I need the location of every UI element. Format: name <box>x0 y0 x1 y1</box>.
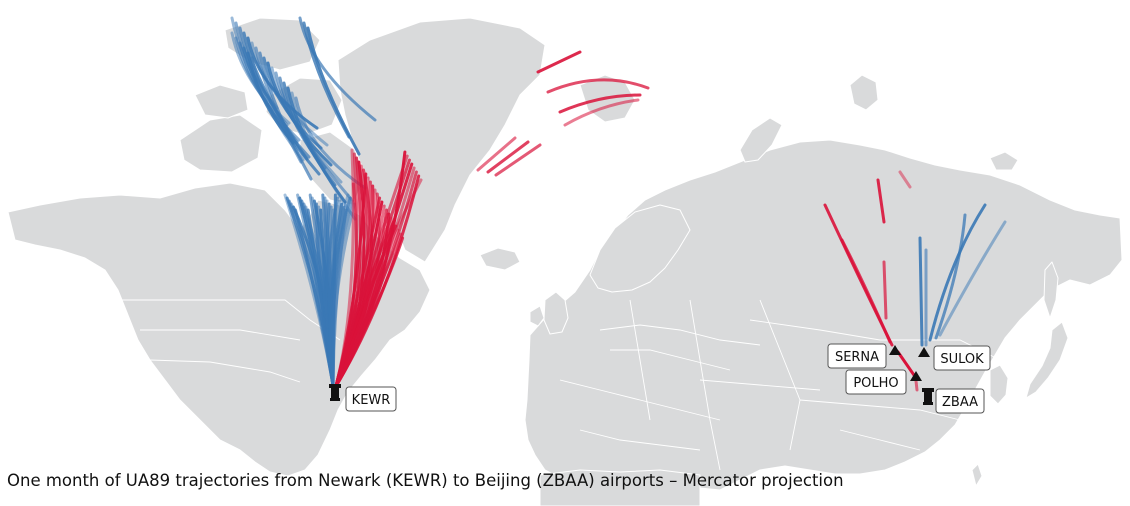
waypoint-sulok[interactable]: SULOK <box>918 345 991 371</box>
airport-kewr-code: KEWR <box>352 393 391 408</box>
airport-zbaa-marker[interactable] <box>922 388 934 405</box>
novaya-zemlya <box>739 117 783 163</box>
blue-track <box>331 202 356 387</box>
red-trajectories <box>334 50 919 392</box>
korea <box>989 364 1009 405</box>
airport-tower-icon <box>922 388 934 405</box>
blue-trajectories <box>230 16 1007 387</box>
blue-track <box>938 220 1007 337</box>
red-track <box>876 178 886 224</box>
blue-track <box>258 51 313 181</box>
eurasia <box>524 139 1123 491</box>
scandinavia <box>589 204 691 293</box>
airport-zbaa-code: ZBAA <box>942 395 978 410</box>
airport-kewr-label: KEWR <box>345 386 397 412</box>
red-track <box>476 136 517 172</box>
red-track <box>882 260 888 320</box>
map-caption: One month of UA89 trajectories from Newa… <box>7 471 844 490</box>
taiwan <box>971 463 983 487</box>
red-track <box>840 238 892 344</box>
blue-track <box>298 16 377 122</box>
red-track <box>546 78 650 94</box>
triangle-waypoint-icon <box>918 347 930 357</box>
great-britain <box>543 291 569 335</box>
blue-track <box>290 91 357 221</box>
waypoint-sulok-label: SULOK <box>940 352 984 367</box>
waypoint-serna-label: SERNA <box>835 350 879 365</box>
red-track <box>536 50 582 74</box>
africa-fragment <box>539 469 701 506</box>
severnaya-zemlya <box>849 74 879 111</box>
red-track <box>334 182 358 388</box>
arctic-islands-1 <box>179 114 263 173</box>
airport-zbaa-label: ZBAA <box>935 388 985 414</box>
new-siberian-islands <box>989 151 1019 171</box>
greenland <box>337 17 546 263</box>
waypoint-polho-label: POLHO <box>853 376 898 391</box>
red-track <box>563 98 640 127</box>
iceland <box>479 247 521 271</box>
arctic-islands-4 <box>194 84 249 119</box>
blue-track <box>918 236 924 347</box>
triangle-waypoint-icon <box>910 371 922 381</box>
red-track <box>334 174 421 388</box>
sakhalin <box>1043 261 1059 319</box>
red-track <box>896 350 918 380</box>
blue-track <box>928 203 987 342</box>
japan <box>1025 321 1069 399</box>
blue-track <box>306 26 361 156</box>
red-track <box>898 170 912 189</box>
triangle-waypoint-icon <box>889 345 901 355</box>
airport-tower-icon <box>329 384 341 401</box>
blue-track <box>934 213 967 340</box>
red-track <box>558 93 642 114</box>
blue-track <box>250 56 305 162</box>
waypoint-serna[interactable]: SERNA <box>827 343 901 369</box>
waypoint-polho[interactable]: POLHO <box>845 369 922 395</box>
red-track <box>494 143 542 177</box>
airport-kewr-marker[interactable] <box>329 384 341 401</box>
red-track <box>914 379 919 392</box>
red-track <box>486 140 530 174</box>
ireland <box>529 305 545 327</box>
